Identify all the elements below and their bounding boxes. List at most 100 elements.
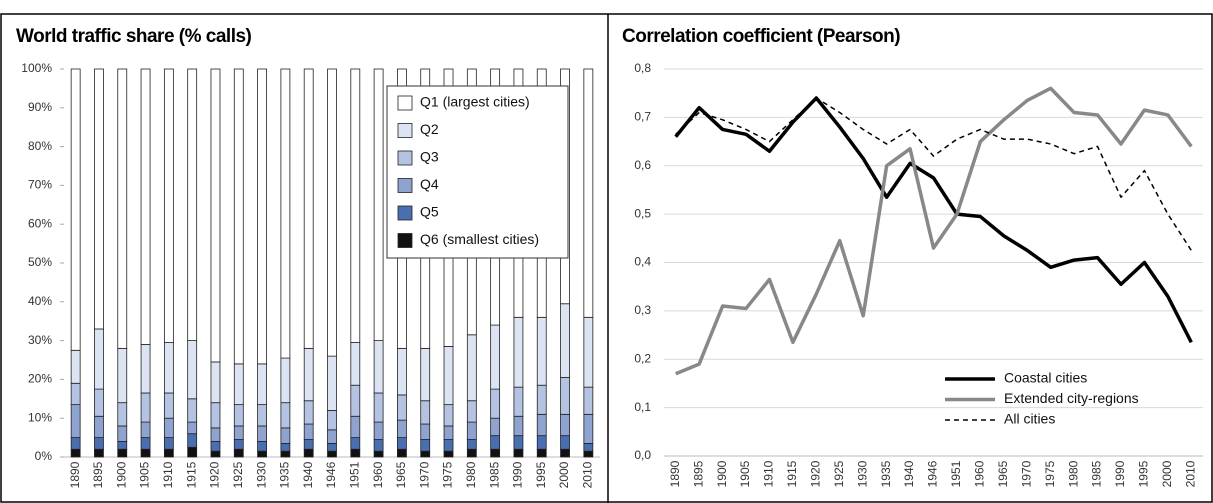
bar-segment	[210, 427, 221, 442]
x-tick-label: 1985	[487, 461, 501, 488]
bar-segment	[163, 417, 174, 439]
bar-segment	[187, 340, 198, 400]
bar-segment	[94, 448, 104, 458]
bar-segment	[233, 425, 244, 440]
x-tick-label: 1951	[347, 461, 361, 488]
legend-label: Q3	[420, 149, 439, 165]
bar-segment	[373, 439, 384, 452]
x-tick-label: 1960	[973, 460, 987, 487]
bar-segment	[327, 450, 337, 458]
x-tick-label: 1940	[301, 461, 315, 488]
bar-segment	[327, 355, 337, 411]
bar-segment	[257, 425, 267, 442]
bar-segment	[187, 398, 198, 423]
bar-segment	[140, 421, 151, 438]
bar-segment	[443, 346, 454, 406]
bar-segment	[210, 402, 221, 429]
x-tick-label: 1935	[278, 461, 292, 488]
x-tick-label: 1915	[184, 461, 198, 488]
bar-segment	[280, 68, 291, 359]
bar-segment	[420, 400, 431, 425]
bar-segment	[397, 448, 407, 458]
bar-segment	[280, 450, 291, 458]
bar-segment	[327, 443, 337, 452]
y-tick-label: 0,0	[634, 448, 651, 462]
x-tick-label: 1985	[1090, 460, 1104, 487]
x-tick-label: 1980	[464, 461, 478, 488]
bar-segment	[257, 441, 267, 452]
y-tick-label: 80%	[28, 139, 52, 153]
line-series	[674, 96, 1193, 344]
bar-segment	[327, 68, 337, 357]
bar-segment	[94, 437, 104, 450]
bar-segment	[94, 68, 104, 330]
bar-segment	[94, 388, 104, 417]
bar-segment	[140, 344, 151, 394]
x-tick-label: 2010	[581, 461, 595, 488]
x-tick-label: 1990	[1113, 460, 1127, 487]
bar-segment	[257, 363, 267, 406]
bar-segment	[327, 429, 337, 444]
legend-label: Coastal cities	[1004, 370, 1087, 386]
x-tick-label: 1995	[1137, 460, 1151, 487]
bar-segment	[536, 413, 547, 437]
bar-segment	[163, 342, 174, 394]
bar-segment	[117, 347, 128, 404]
bar-segment	[490, 324, 501, 390]
y-tick-label: 20%	[28, 372, 52, 386]
bar-segment	[443, 404, 454, 427]
bar-segment	[583, 316, 594, 388]
bar-segment	[513, 316, 524, 388]
x-tick-label: 1890	[68, 461, 82, 488]
bar-segment	[257, 404, 267, 427]
y-tick-label: 0,7	[634, 110, 651, 124]
bar-segment	[420, 450, 431, 458]
y-tick-label: 0,6	[634, 158, 651, 172]
y-tick-label: 40%	[28, 294, 52, 308]
bar-segment	[373, 340, 384, 394]
x-tick-label: 1895	[91, 461, 105, 488]
bar-segment	[373, 450, 384, 458]
x-tick-label: 1995	[534, 461, 548, 488]
legend-label: All cities	[1004, 411, 1055, 427]
bar-segment	[210, 68, 221, 363]
bar-segment	[583, 450, 594, 458]
bar-segment	[443, 425, 454, 440]
bar-segment	[420, 439, 431, 452]
bar-segment	[420, 347, 431, 402]
bar-segment	[466, 439, 477, 450]
x-tick-label: 1920	[808, 460, 822, 487]
bar-segment	[490, 448, 501, 458]
bar-segment	[163, 68, 174, 343]
bar-segment	[187, 433, 198, 448]
legend-label: Q2	[420, 121, 439, 137]
bar-segment	[210, 441, 221, 452]
bar-segment	[280, 427, 291, 444]
y-tick-label: 0,1	[634, 400, 651, 414]
x-tick-label: 1910	[161, 461, 175, 488]
bar-segment	[466, 400, 477, 423]
bar-segment	[583, 413, 594, 444]
bar-segment	[303, 439, 314, 450]
line-series	[675, 97, 1192, 251]
x-tick-label: 1980	[1066, 460, 1080, 487]
bar-segment	[490, 417, 501, 437]
line-series	[675, 86, 1193, 376]
bar-segment	[257, 68, 267, 365]
x-tick-label: 1970	[417, 461, 431, 488]
bar-segment	[70, 437, 81, 450]
legend-swatch	[397, 123, 413, 138]
chart-title: World traffic share (% calls)	[16, 26, 252, 47]
bar-segment	[117, 68, 128, 349]
y-tick-label: 10%	[28, 410, 52, 424]
bar-segment	[303, 448, 314, 458]
bar-segment	[70, 349, 81, 384]
y-tick-label: 50%	[28, 255, 52, 269]
bar-segment	[117, 425, 128, 442]
legend-box	[386, 85, 569, 259]
bar-segment	[350, 437, 361, 450]
bar-segment	[303, 400, 314, 425]
x-tick-label: 1940	[902, 460, 916, 487]
bar-segment	[513, 415, 524, 437]
legend-swatch	[397, 95, 413, 111]
